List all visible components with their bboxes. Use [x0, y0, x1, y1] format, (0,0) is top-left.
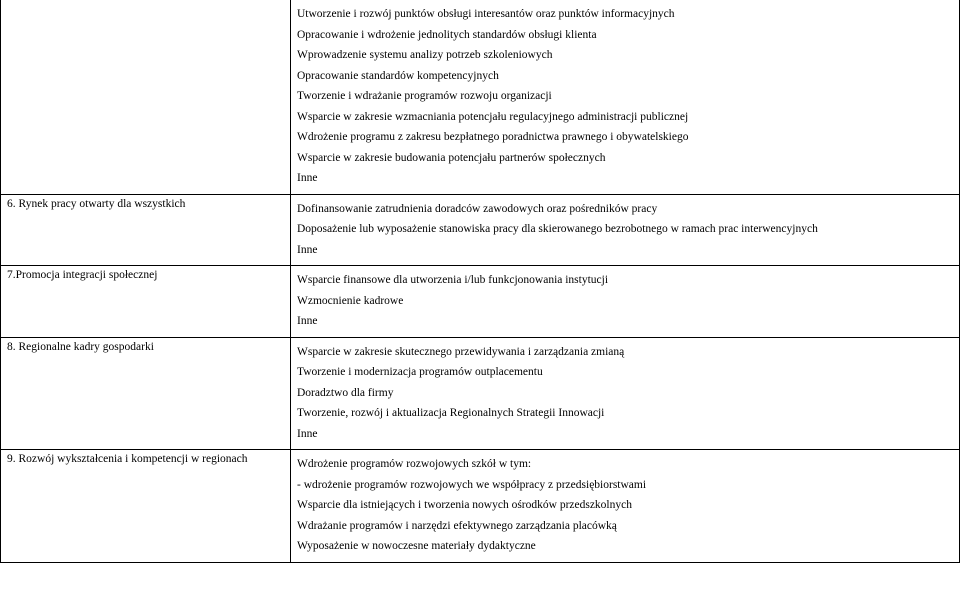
row-heading [1, 0, 291, 194]
list-item: Wsparcie w zakresie wzmacniania potencja… [297, 110, 953, 126]
row-content: Wsparcie finansowe dla utworzenia i/lub … [291, 266, 960, 338]
list-item: - wdrożenie programów rozwojowych we wsp… [297, 478, 953, 494]
list-item: Wyposażenie w nowoczesne materiały dydak… [297, 539, 953, 555]
list-item: Wsparcie w zakresie skutecznego przewidy… [297, 345, 953, 361]
document-table: Utworzenie i rozwój punktów obsługi inte… [0, 0, 960, 563]
row-content: Dofinansowanie zatrudnienia doradców zaw… [291, 194, 960, 266]
list-item: Doposażenie lub wyposażenie stanowiska p… [297, 222, 953, 238]
table-row: Utworzenie i rozwój punktów obsługi inte… [1, 0, 960, 194]
list-item: Inne [297, 427, 953, 443]
list-item: Wzmocnienie kadrowe [297, 294, 953, 310]
list-item: Dofinansowanie zatrudnienia doradców zaw… [297, 202, 953, 218]
list-item: Wsparcie w zakresie budowania potencjału… [297, 151, 953, 167]
list-item: Tworzenie i wdrażanie programów rozwoju … [297, 89, 953, 105]
list-item: Tworzenie i modernizacja programów outpl… [297, 365, 953, 381]
list-item: Opracowanie standardów kompetencyjnych [297, 69, 953, 85]
table-row: 6. Rynek pracy otwarty dla wszystkich Dof… [1, 194, 960, 266]
table-row: 7.Promocja integracji społecznej Wsparcie… [1, 266, 960, 338]
list-item: Doradztwo dla firmy [297, 386, 953, 402]
list-item: Inne [297, 243, 953, 259]
row-content: Utworzenie i rozwój punktów obsługi inte… [291, 0, 960, 194]
row-content: Wdrożenie programów rozwojowych szkół w … [291, 450, 960, 563]
list-item: Inne [297, 171, 953, 187]
list-item: Tworzenie, rozwój i aktualizacja Regiona… [297, 406, 953, 422]
table-row: 9. Rozwój wykształcenia i kompetencji w … [1, 450, 960, 563]
list-item: Wdrażanie programów i narzędzi efektywne… [297, 519, 953, 535]
list-item: Opracowanie i wdrożenie jednolitych stan… [297, 28, 953, 44]
table-row: 8. Regionalne kadry gospodarki Wsparcie w… [1, 337, 960, 450]
list-item: Wdrożenie programu z zakresu bezpłatnego… [297, 130, 953, 146]
row-heading: 6. Rynek pracy otwarty dla wszystkich [1, 194, 291, 266]
row-heading: 7.Promocja integracji społecznej [1, 266, 291, 338]
row-heading: 8. Regionalne kadry gospodarki [1, 337, 291, 450]
list-item: Wdrożenie programów rozwojowych szkół w … [297, 457, 953, 473]
list-item: Wsparcie finansowe dla utworzenia i/lub … [297, 273, 953, 289]
row-heading: 9. Rozwój wykształcenia i kompetencji w … [1, 450, 291, 563]
list-item: Inne [297, 314, 953, 330]
row-content: Wsparcie w zakresie skutecznego przewidy… [291, 337, 960, 450]
list-item: Wsparcie dla istniejących i tworzenia no… [297, 498, 953, 514]
list-item: Wprowadzenie systemu analizy potrzeb szk… [297, 48, 953, 64]
list-item: Utworzenie i rozwój punktów obsługi inte… [297, 7, 953, 23]
